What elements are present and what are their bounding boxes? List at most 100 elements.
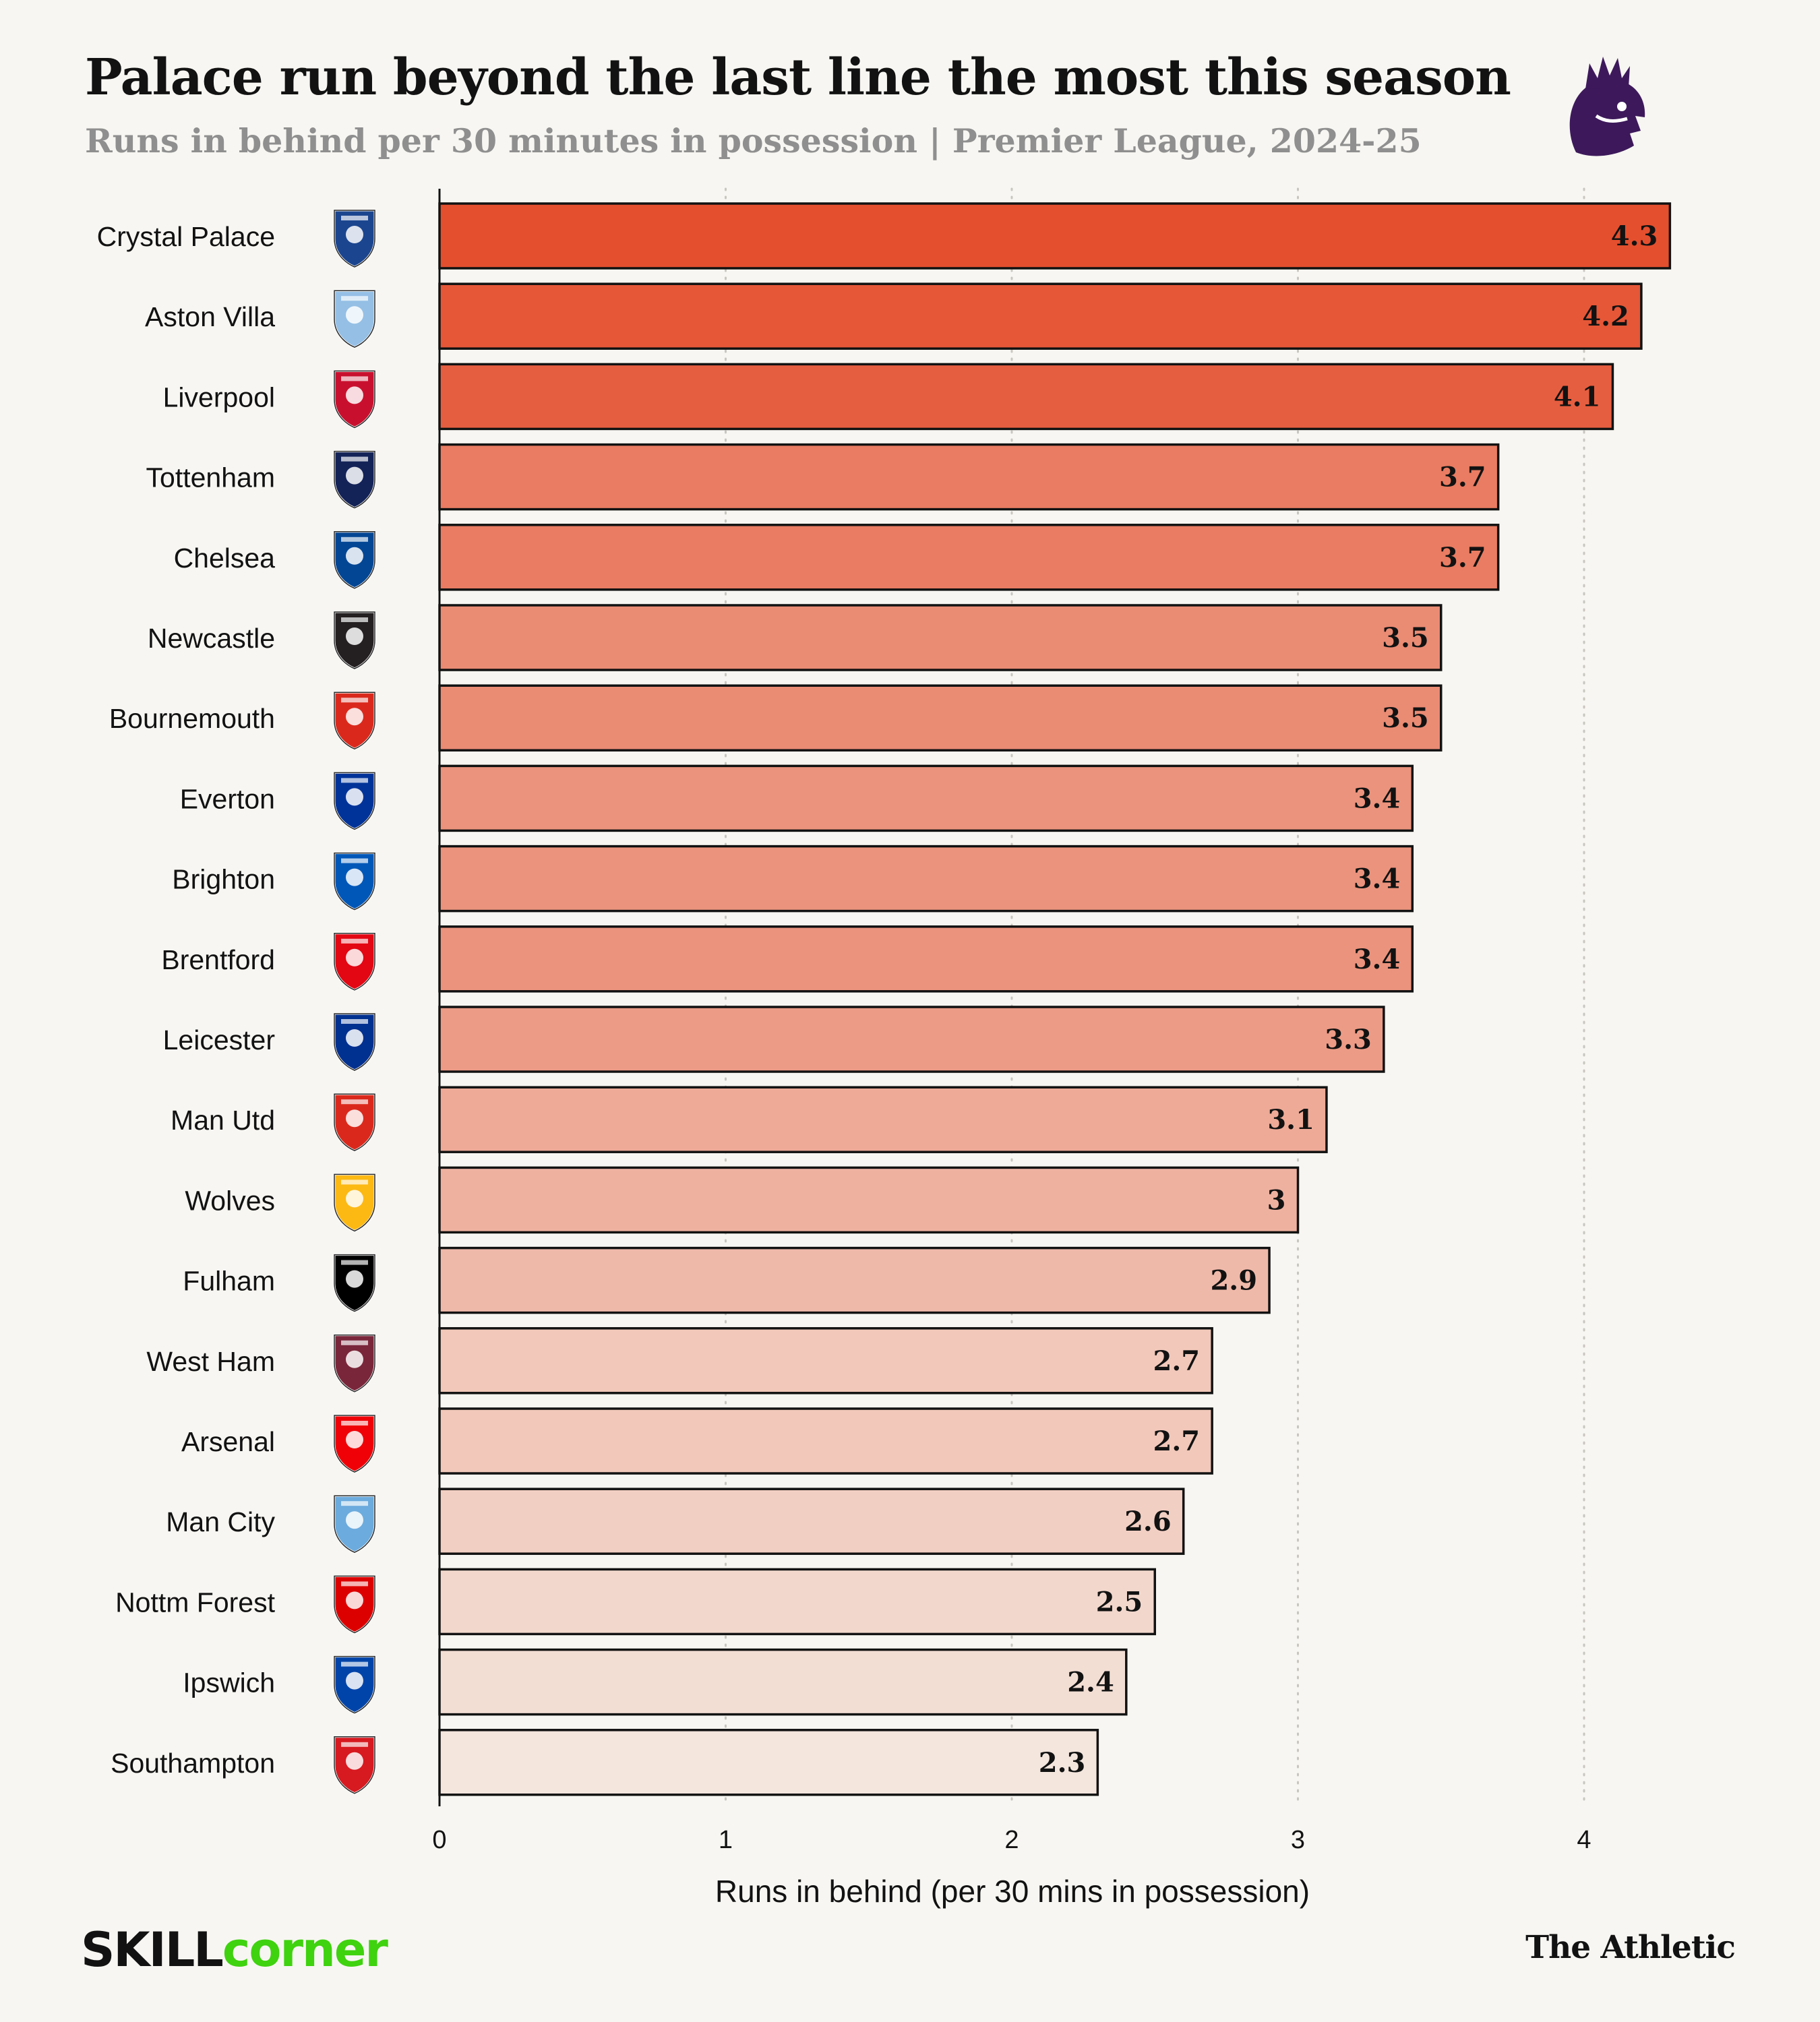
everton-crest-icon bbox=[333, 771, 376, 831]
skillcorner-logo-part-a: SKILL bbox=[81, 1922, 224, 1978]
bar bbox=[438, 524, 1500, 591]
premier-league-lion-icon bbox=[1569, 57, 1645, 156]
leicester-crest-icon bbox=[333, 1012, 376, 1072]
team-label: Liverpool bbox=[163, 381, 275, 412]
bar bbox=[438, 363, 1614, 431]
nottm-forest-crest-icon bbox=[333, 1574, 376, 1634]
team-label: Fulham bbox=[183, 1266, 275, 1297]
aston-villa-crest-icon bbox=[333, 289, 376, 348]
team-label: Bournemouth bbox=[109, 703, 275, 734]
brentford-crest-icon bbox=[333, 932, 376, 991]
man-utd-crest-icon bbox=[333, 1093, 376, 1152]
skillcorner-logo-part-b: corner bbox=[222, 1922, 388, 1978]
bar-value-label: 2.7 bbox=[1153, 1426, 1201, 1457]
tottenham-crest-icon bbox=[333, 450, 376, 510]
skillcorner-logo: SKILLcorner bbox=[81, 1922, 388, 1978]
x-axis: 0 1 2 3 4 Runs in behind (per 30 mins in poss… bbox=[432, 1826, 1591, 1909]
bar-value-label: 2.3 bbox=[1039, 1747, 1086, 1779]
team-label: Tottenham bbox=[146, 462, 275, 493]
man-city-crest-icon bbox=[333, 1494, 376, 1554]
bar-value-label: 2.5 bbox=[1096, 1586, 1143, 1618]
liverpool-crest-icon bbox=[333, 369, 376, 429]
team-label: Chelsea bbox=[174, 543, 276, 574]
brighton-crest-icon bbox=[333, 852, 376, 911]
x-tick-label: 0 bbox=[432, 1826, 446, 1854]
bar-value-label: 2.7 bbox=[1153, 1345, 1201, 1377]
bar-value-label: 4.3 bbox=[1611, 220, 1658, 252]
bar bbox=[438, 1006, 1385, 1073]
bar-value-label: 3.4 bbox=[1354, 944, 1401, 975]
x-tick-label: 1 bbox=[719, 1826, 733, 1854]
chart-title: Palace run beyond the last line the most… bbox=[85, 49, 1511, 106]
team-label: Wolves bbox=[185, 1185, 275, 1216]
team-label: Arsenal bbox=[181, 1426, 275, 1457]
bar-value-label: 3.5 bbox=[1382, 702, 1429, 734]
labels-layer: 4.3 Crystal Palace 4.2 Aston Villa 4.1 Liverp… bbox=[97, 220, 1658, 1779]
team-label: Man City bbox=[166, 1506, 275, 1537]
x-tick-label: 4 bbox=[1577, 1826, 1591, 1854]
bar bbox=[438, 1729, 1099, 1796]
fulham-crest-icon bbox=[333, 1254, 376, 1313]
bar bbox=[438, 1488, 1185, 1555]
wolves-crest-icon bbox=[333, 1173, 376, 1233]
bar-value-label: 3.1 bbox=[1267, 1104, 1314, 1136]
the-athletic-logo: The Athletic bbox=[1525, 1929, 1736, 1966]
team-label: Newcastle bbox=[148, 623, 275, 654]
bar bbox=[438, 925, 1414, 993]
west-ham-crest-icon bbox=[333, 1334, 376, 1393]
bar bbox=[438, 764, 1414, 832]
team-label: Brighton bbox=[172, 864, 275, 895]
bar-value-label: 2.4 bbox=[1067, 1667, 1114, 1698]
x-axis-label: Runs in behind (per 30 mins in possessio… bbox=[715, 1874, 1310, 1909]
bar bbox=[438, 443, 1500, 511]
bar-value-label: 3 bbox=[1267, 1184, 1286, 1216]
bar bbox=[438, 845, 1414, 913]
bar bbox=[438, 1246, 1271, 1314]
bar bbox=[438, 202, 1672, 270]
bar-value-label: 3.5 bbox=[1382, 622, 1429, 654]
bar bbox=[438, 1407, 1213, 1475]
bar bbox=[438, 1568, 1156, 1636]
southampton-crest-icon bbox=[333, 1736, 376, 1795]
chelsea-crest-icon bbox=[333, 530, 376, 590]
team-label: Aston Villa bbox=[145, 301, 275, 332]
bar-value-label: 2.9 bbox=[1210, 1265, 1257, 1297]
team-label: Nottm Forest bbox=[115, 1587, 276, 1618]
bar-value-label: 3.7 bbox=[1439, 542, 1486, 574]
team-label: Everton bbox=[180, 783, 275, 814]
bar-value-label: 3.7 bbox=[1439, 462, 1486, 493]
team-label: Man Utd bbox=[171, 1105, 275, 1136]
bar-value-label: 4.1 bbox=[1554, 381, 1601, 412]
crests-layer bbox=[333, 209, 376, 1795]
ipswich-crest-icon bbox=[333, 1655, 376, 1715]
arsenal-crest-icon bbox=[333, 1414, 376, 1473]
team-label: West Ham bbox=[146, 1346, 275, 1377]
bar-value-label: 2.6 bbox=[1124, 1506, 1172, 1537]
crystal-palace-crest-icon bbox=[333, 209, 376, 268]
bars-layer bbox=[438, 202, 1672, 1796]
bar-value-label: 4.2 bbox=[1582, 301, 1629, 332]
bar bbox=[438, 1166, 1300, 1234]
bar bbox=[438, 282, 1643, 350]
bar bbox=[438, 1648, 1128, 1716]
bar-value-label: 3.4 bbox=[1354, 863, 1401, 895]
bar-value-label: 3.4 bbox=[1354, 783, 1401, 814]
grid-layer bbox=[438, 187, 1585, 1808]
bournemouth-crest-icon bbox=[333, 691, 376, 750]
x-tick-label: 2 bbox=[1004, 1826, 1019, 1854]
bar bbox=[438, 1327, 1213, 1395]
team-label: Ipswich bbox=[183, 1667, 275, 1698]
bar bbox=[438, 684, 1443, 752]
bar-value-label: 3.3 bbox=[1325, 1024, 1372, 1055]
bar bbox=[438, 1086, 1328, 1153]
team-label: Brentford bbox=[161, 944, 275, 975]
team-label: Leicester bbox=[163, 1024, 275, 1055]
x-tick-label: 3 bbox=[1291, 1826, 1305, 1854]
team-label: Southampton bbox=[111, 1748, 275, 1779]
newcastle-crest-icon bbox=[333, 611, 376, 670]
bar bbox=[438, 604, 1443, 671]
team-label: Crystal Palace bbox=[97, 221, 275, 252]
chart-subtitle: Runs in behind per 30 minutes in possess… bbox=[85, 121, 1422, 160]
bar-chart: 4.3 Crystal Palace 4.2 Aston Villa 4.1 Liverp… bbox=[97, 187, 1672, 1909]
